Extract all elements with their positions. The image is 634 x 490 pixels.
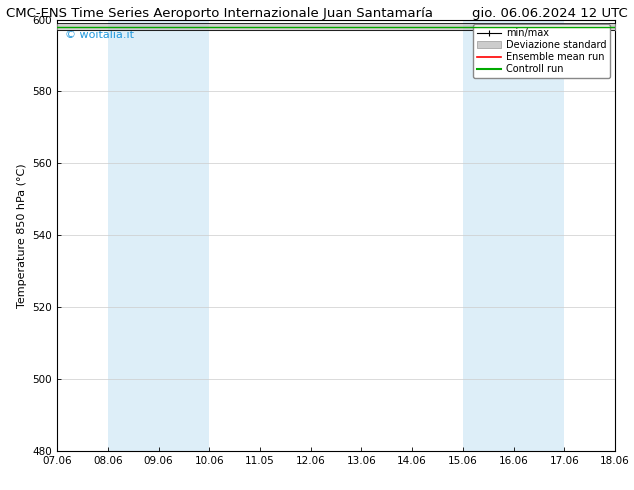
Legend: min/max, Deviazione standard, Ensemble mean run, Controll run: min/max, Deviazione standard, Ensemble m…	[473, 24, 610, 78]
Bar	[514, 20, 564, 451]
Y-axis label: Temperature 850 hPa (°C): Temperature 850 hPa (°C)	[17, 163, 27, 308]
Bar	[463, 20, 514, 451]
Text: CMC-ENS Time Series Aeroporto Internazionale Juan Santamaría: CMC-ENS Time Series Aeroporto Internazio…	[6, 7, 434, 21]
Bar	[158, 20, 209, 451]
Bar	[108, 20, 158, 451]
Text: gio. 06.06.2024 12 UTC: gio. 06.06.2024 12 UTC	[472, 7, 628, 21]
Text: © woitalia.it: © woitalia.it	[65, 30, 134, 40]
